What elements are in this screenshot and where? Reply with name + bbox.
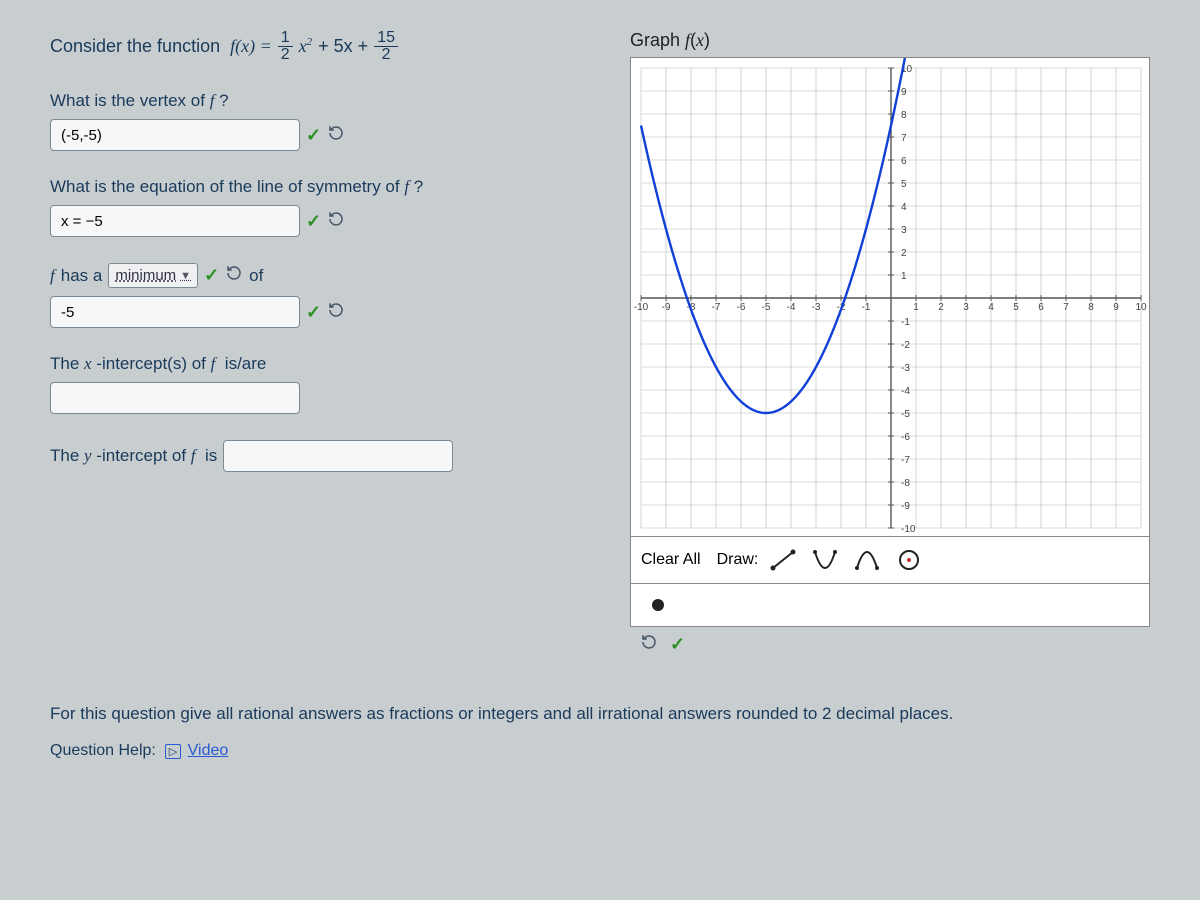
instructions-text: For this question give all rational answ…	[50, 702, 1150, 726]
svg-text:-3: -3	[812, 302, 821, 313]
clear-all-button[interactable]: Clear All	[641, 551, 701, 569]
svg-text:5: 5	[901, 179, 907, 190]
svg-text:-10: -10	[901, 524, 916, 535]
graph-title: Graph f(x)	[630, 30, 1150, 51]
svg-text:-5: -5	[901, 409, 910, 420]
yintercept-input[interactable]	[223, 440, 453, 472]
check-icon: ✓	[306, 125, 321, 146]
video-icon: ▷	[165, 744, 181, 759]
svg-text:-5: -5	[762, 302, 771, 313]
retry-icon[interactable]	[327, 124, 345, 147]
check-icon: ✓	[204, 265, 219, 286]
svg-text:-6: -6	[737, 302, 746, 313]
yintercept-label: The y -intercept of f is	[50, 446, 217, 466]
svg-text:8: 8	[1088, 302, 1094, 313]
check-icon: ✓	[306, 302, 321, 323]
svg-text:2: 2	[938, 302, 944, 313]
fraction-2: 15 2	[374, 30, 398, 63]
vertex-input[interactable]: (-5,-5)	[50, 119, 300, 151]
check-icon: ✓	[306, 211, 321, 232]
svg-text:-7: -7	[712, 302, 721, 313]
svg-text:9: 9	[1113, 302, 1119, 313]
retry-icon[interactable]	[327, 210, 345, 233]
draw-point-icon[interactable]	[641, 590, 675, 620]
svg-text:-1: -1	[862, 302, 871, 313]
fraction-1: 1 2	[278, 30, 293, 63]
svg-text:-9: -9	[662, 302, 671, 313]
minmax-value-input[interactable]: -5	[50, 296, 300, 328]
svg-text:-9: -9	[901, 501, 910, 512]
minmax-select[interactable]: minimum ▼	[108, 263, 198, 288]
svg-text:1: 1	[901, 271, 907, 282]
svg-text:-4: -4	[901, 386, 910, 397]
question-help: Question Help: ▷ Video	[50, 742, 1150, 760]
svg-text:-4: -4	[787, 302, 796, 313]
svg-text:-6: -6	[901, 432, 910, 443]
svg-text:-3: -3	[901, 363, 910, 374]
retry-icon[interactable]	[327, 301, 345, 324]
has-a-text: has a	[61, 266, 103, 286]
retry-icon[interactable]	[640, 633, 658, 656]
draw-label: Draw:	[717, 551, 759, 569]
svg-text:7: 7	[1063, 302, 1069, 313]
svg-text:-8: -8	[901, 478, 910, 489]
svg-text:6: 6	[1038, 302, 1044, 313]
svg-text:4: 4	[988, 302, 994, 313]
chevron-down-icon: ▼	[180, 270, 191, 282]
func-lhs: f(x) =	[230, 36, 272, 57]
graph-canvas[interactable]: -10-9-8-7-6-5-4-3-2-112345678910-10-9-8-…	[630, 57, 1150, 537]
svg-text:2: 2	[901, 248, 907, 259]
graph-toolbar-lower	[630, 584, 1150, 627]
svg-text:1: 1	[913, 302, 919, 313]
video-link[interactable]: Video	[188, 742, 229, 759]
check-icon: ✓	[670, 634, 685, 655]
prefix-text: Consider the function	[50, 36, 220, 57]
svg-text:9: 9	[901, 87, 907, 98]
draw-circle-icon[interactable]	[892, 545, 926, 575]
symmetry-input[interactable]: x = −5	[50, 205, 300, 237]
graph-toolbar: Clear All Draw:	[630, 537, 1150, 584]
svg-text:7: 7	[901, 133, 907, 144]
draw-parabola-up-icon[interactable]	[808, 545, 842, 575]
plus-text: + 5x +	[318, 36, 368, 57]
svg-text:-1: -1	[901, 317, 910, 328]
vertex-question-label: What is the vertex of f ?	[50, 91, 610, 111]
svg-text:3: 3	[963, 302, 969, 313]
svg-text:10: 10	[1135, 302, 1147, 313]
svg-text:4: 4	[901, 202, 907, 213]
xintercept-label: The x -intercept(s) of f is/are	[50, 354, 610, 374]
svg-text:-7: -7	[901, 455, 910, 466]
svg-text:3: 3	[901, 225, 907, 236]
x-term: x2	[299, 36, 313, 57]
svg-text:8: 8	[901, 110, 907, 121]
draw-line-icon[interactable]	[766, 545, 800, 575]
retry-icon[interactable]	[225, 264, 243, 287]
xintercept-input[interactable]	[50, 382, 300, 414]
svg-text:6: 6	[901, 156, 907, 167]
svg-text:5: 5	[1013, 302, 1019, 313]
f-has-a-label: f	[50, 266, 55, 286]
svg-text:-2: -2	[901, 340, 910, 351]
of-label: of	[249, 266, 263, 286]
draw-parabola-down-icon[interactable]	[850, 545, 884, 575]
function-definition: Consider the function f(x) = 1 2 x2 + 5x…	[50, 30, 610, 63]
svg-text:-10: -10	[634, 302, 649, 313]
symmetry-question-label: What is the equation of the line of symm…	[50, 177, 610, 197]
